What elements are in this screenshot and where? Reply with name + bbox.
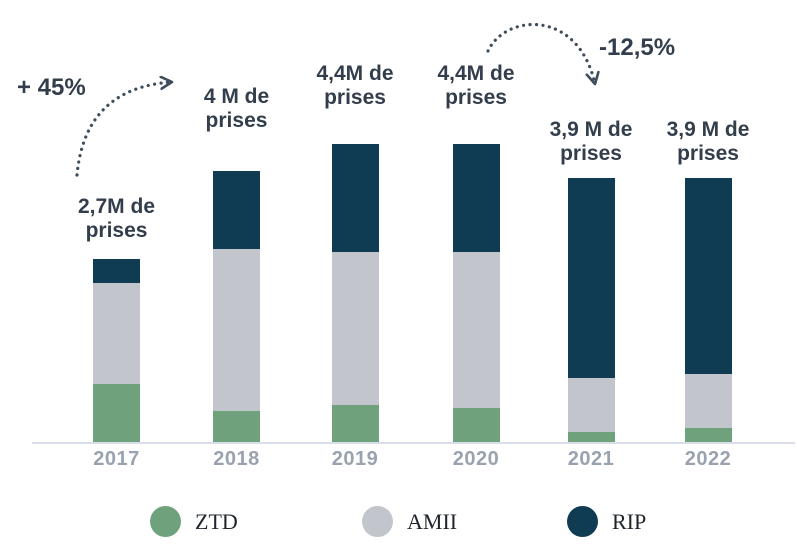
bar-segment-rip-2021 xyxy=(567,177,615,378)
bar-segment-ztd-2020 xyxy=(452,408,500,442)
bar-segment-rip-2017 xyxy=(93,258,140,283)
decline-annotation: -12,5% xyxy=(599,34,676,61)
bar-segment-rip-2022 xyxy=(684,177,732,375)
x-axis-label-2021: 2021 xyxy=(567,448,615,470)
bar-value-label-2022: 3,9 M de prises xyxy=(666,118,750,165)
bar-segment-ztd-2018 xyxy=(213,411,260,442)
bar-segment-amii-2018 xyxy=(213,248,260,412)
bar-value-label-2021: 3,9 M de prises xyxy=(549,118,633,165)
x-axis-line xyxy=(32,442,795,444)
bar-segment-amii-2021 xyxy=(567,377,615,432)
legend-item-rip: RIP xyxy=(567,506,646,537)
bar-segment-amii-2019 xyxy=(331,252,379,405)
bar-value-label-2020: 4,4M de prises xyxy=(437,62,515,109)
x-axis-label-2019: 2019 xyxy=(331,448,379,470)
x-axis-label-2017: 2017 xyxy=(93,448,140,470)
bar-segment-ztd-2021 xyxy=(567,431,615,442)
legend-item-amii: AMII xyxy=(362,506,457,537)
bar-segment-rip-2020 xyxy=(452,143,500,253)
legend-swatch-amii xyxy=(362,506,393,537)
bar-segment-ztd-2017 xyxy=(93,384,140,442)
legend-label-rip: RIP xyxy=(612,508,647,534)
x-axis-label-2018: 2018 xyxy=(213,448,260,470)
bar-value-label-2018: 4 M de prises xyxy=(203,85,270,132)
growth-arrow-icon xyxy=(75,82,174,177)
bar-value-label-2019: 4,4M de prises xyxy=(316,62,394,109)
legend-item-ztd: ZTD xyxy=(150,506,238,537)
x-axis-label-2020: 2020 xyxy=(452,448,500,470)
bar-segment-amii-2017 xyxy=(93,282,140,385)
legend-label-ztd: ZTD xyxy=(195,508,238,534)
bar-segment-ztd-2019 xyxy=(331,404,379,442)
bar-segment-ztd-2022 xyxy=(684,428,732,442)
legend-label-amii: AMII xyxy=(407,508,458,534)
bar-segment-amii-2022 xyxy=(684,374,732,429)
bar-value-label-2017: 2,7M de prises xyxy=(77,195,156,242)
x-axis-label-2022: 2022 xyxy=(684,448,732,470)
growth-annotation: + 45% xyxy=(17,74,86,101)
legend-swatch-ztd xyxy=(150,506,181,537)
bar-segment-rip-2018 xyxy=(213,170,260,249)
bar-segment-amii-2020 xyxy=(452,252,500,409)
bar-segment-rip-2019 xyxy=(331,143,379,253)
legend-swatch-rip xyxy=(567,506,598,537)
